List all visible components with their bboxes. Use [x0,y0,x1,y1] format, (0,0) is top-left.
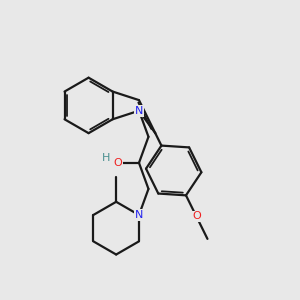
Text: O: O [114,158,123,168]
Text: N: N [135,106,143,116]
Text: H: H [102,153,110,163]
Text: O: O [192,212,201,221]
Text: N: N [135,210,143,220]
